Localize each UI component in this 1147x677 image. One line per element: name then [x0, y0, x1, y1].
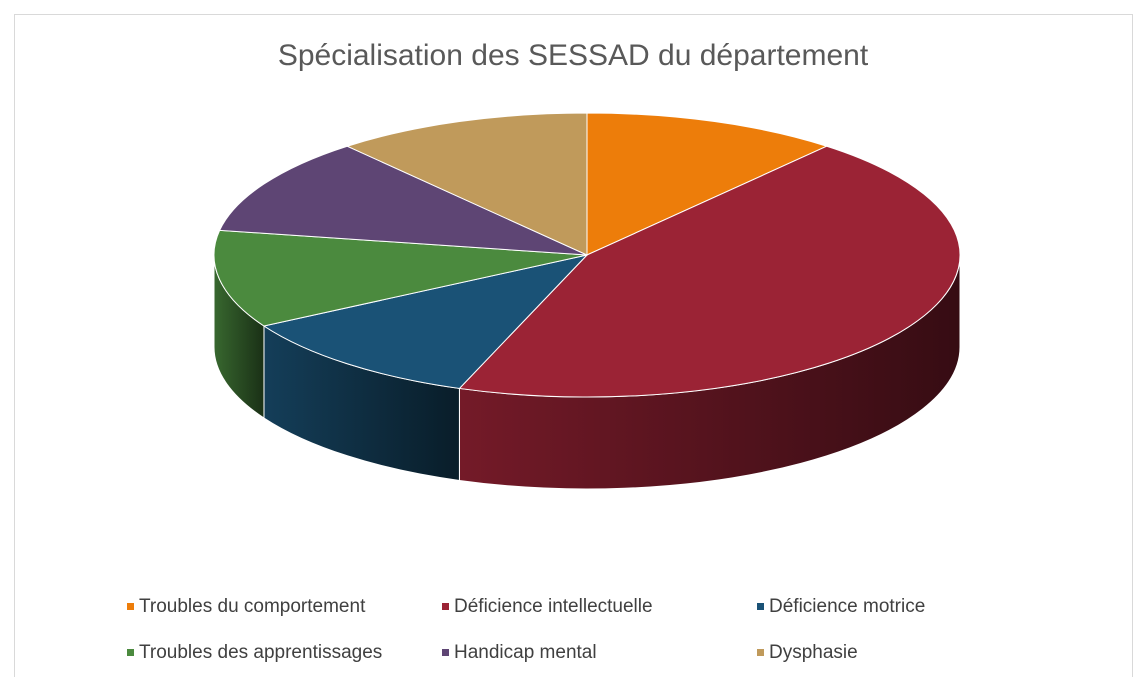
chart-title: Spécialisation des SESSAD du département — [278, 39, 869, 72]
pie-slice — [345, 112, 588, 256]
legend-label: Déficience motrice — [769, 596, 925, 617]
legend-label: Troubles du comportement — [139, 596, 366, 617]
legend-label: Dysphasie — [769, 642, 858, 663]
legend-swatch — [127, 649, 134, 656]
pie-slice — [458, 145, 961, 398]
pie-slice — [262, 254, 589, 389]
pie-slice — [218, 145, 588, 256]
legend-swatch — [757, 649, 764, 656]
legend-swatch — [127, 603, 134, 610]
legend-swatch — [757, 603, 764, 610]
legend-label: Déficience intellectuelle — [454, 596, 653, 617]
legend-label: Handicap mental — [454, 642, 597, 663]
pie-slice — [586, 112, 829, 256]
legend-label: Troubles des apprentissages — [139, 642, 382, 663]
legend-swatch — [442, 649, 449, 656]
legend-swatch — [442, 603, 449, 610]
pie-slice — [213, 229, 588, 327]
